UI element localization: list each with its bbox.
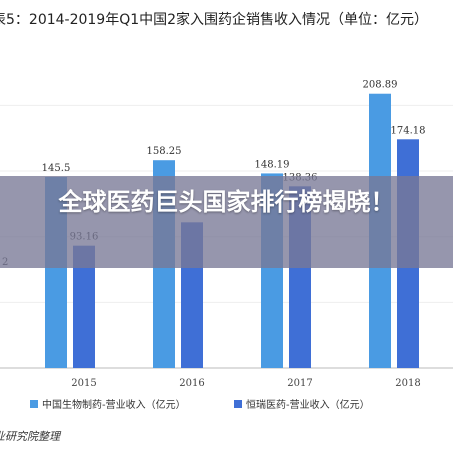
- article-banner-title[interactable]: 全球医药巨头国家排行榜揭晓！: [58, 188, 395, 216]
- chart-title: 表5：2014-2019年Q1中国2家入围药企销售收入情况（单位：亿元）: [0, 12, 429, 28]
- x-tick-label: 2015: [71, 378, 96, 389]
- article-banner-overlay: [0, 176, 453, 268]
- legend-swatch: [234, 400, 242, 408]
- legend-label: 中国生物制药-营业收入（亿元）: [42, 398, 186, 411]
- x-tick-label: 2017: [287, 378, 312, 389]
- data-label: 158.25: [147, 146, 182, 157]
- legend-swatch: [30, 400, 38, 408]
- x-tick-label: 2016: [179, 378, 204, 389]
- x-tick-label: 2018: [395, 378, 420, 389]
- legend-label: 恒瑞医药-营业收入（亿元）: [246, 398, 370, 411]
- data-label: 174.18: [391, 125, 426, 136]
- chart-legend: 中国生物制药-营业收入（亿元） 恒瑞医药-营业收入（亿元）: [30, 398, 370, 411]
- data-label: 145.5: [42, 163, 71, 174]
- data-label: 208.89: [363, 80, 398, 91]
- chart-x-ticks: 2015 2016 2017 2018: [71, 378, 420, 389]
- bar-series2-2015: [73, 245, 95, 368]
- data-label: 148.19: [255, 159, 290, 170]
- source-note: 业研究院整理: [0, 430, 60, 443]
- chart-title-bar: 表5：2014-2019年Q1中国2家入围药企销售收入情况（单位：亿元）: [0, 0, 453, 36]
